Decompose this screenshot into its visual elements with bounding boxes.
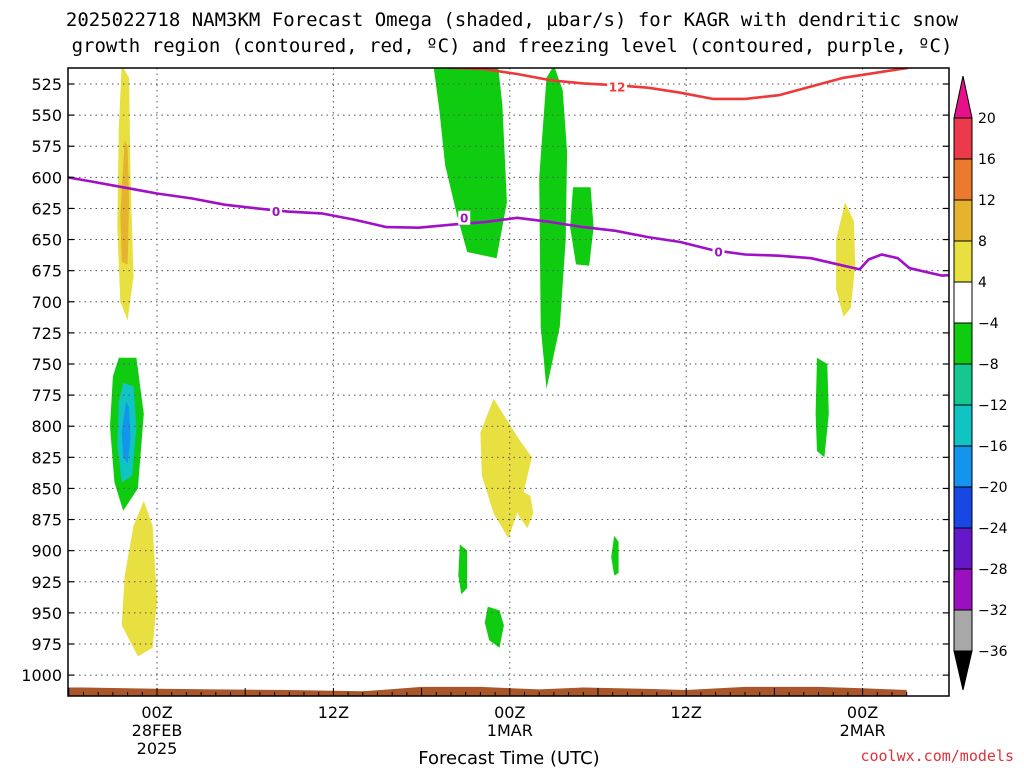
y-tick-label-850: 850 [31,479,62,498]
x-tick-label-0-1: 28FEB [132,721,183,740]
x-tick-label-0-2: 2025 [137,739,178,758]
colorbar-bin-11 [953,568,973,611]
colorbar-top-arrow [953,75,973,119]
y-tick-label-1000: 1000 [21,666,62,685]
y-tick-label-975: 975 [31,635,62,654]
y-tick-label-725: 725 [31,324,62,343]
x-tick-label-12-0: 12Z [318,703,349,722]
colorbar-label-3: 8 [978,234,987,250]
omega-region-green-4 [815,357,829,458]
grid-lines [68,68,949,696]
colorbar-label-0: 20 [978,111,996,127]
dendritic-isotherm-line-label-bg-0 [607,80,628,95]
credit-text: coolwx.com/models [860,747,1014,765]
omega-region-green-5 [7,420,26,617]
x-tick-label-48-1: 2MAR [840,721,886,740]
y-tick-label-675: 675 [31,262,62,281]
colorbar-label-1: 16 [978,152,996,168]
y-tick-label-550: 550 [31,106,62,125]
contour-labels: 0 0 0 12 [270,80,725,259]
y-tick-label-825: 825 [31,448,62,467]
omega-region-orange-core [120,140,130,265]
freezing-level-line-label-bg-0 [270,204,283,219]
y-tick-label-525: 525 [31,75,62,94]
colorbar-label-10: −24 [978,521,1008,537]
freezing-level-line-label-2: 0 [714,245,722,259]
colorbar-bin-9 [953,486,973,529]
colorbar-bin-8 [953,445,973,488]
colorbar-label-7: −12 [978,398,1008,414]
colorbar-bin-4 [953,281,973,324]
x-tick-label-48-0: 00Z [847,703,878,722]
freezing-level-line-label-0: 0 [272,205,280,219]
plot-frame [67,67,950,697]
omega-region-yellow-6 [121,500,157,657]
y-tick-label-750: 750 [31,355,62,374]
colorbar-bin-12 [953,609,973,652]
omega-region-green-1 [433,68,507,259]
colorbar-label-11: −28 [978,562,1008,578]
freezing-level-line-label-bg-1 [458,210,471,225]
omega-region-yellow-5 [31,464,40,551]
omega-region-green-2 [539,68,568,389]
omega-region-yellow-3 [515,488,534,529]
colorbar-bin-3 [953,240,973,283]
colorbar-label-5: −4 [978,316,999,332]
x-tick-label-24-1: 1MAR [487,721,533,740]
y-tick-label-900: 900 [31,542,62,561]
x-tick-label-0-0: 00Z [141,703,172,722]
colorbar-label-6: −8 [978,357,999,373]
colorbar-label-13: −36 [978,644,1008,660]
colorbar-bin-0 [953,117,973,160]
omega-region-green-8 [611,535,619,576]
y-tick-label-575: 575 [31,137,62,156]
plot-area [68,68,949,696]
colorbar-bin-1 [953,158,973,201]
x-tick-label-24-0: 00Z [494,703,525,722]
y-tick-label-700: 700 [31,293,62,312]
omega-region-blue-core [121,401,131,464]
y-tick-label-950: 950 [31,604,62,623]
dendritic-isotherm-line-label-0: 12 [609,81,626,95]
colorbar-label-9: −20 [978,480,1008,496]
colorbar-label-8: −16 [978,439,1008,455]
y-tick-label-600: 600 [31,168,62,187]
colorbar: 20 16 12 8 4 −4 −8 −12 −16 −20 −24 −28 −32 −36 [953,75,1008,691]
x-axis-title: Forecast Time (UTC) [418,748,599,768]
chart-title-line-2: growth region (contoured, red, ºC) and f… [72,35,953,57]
freezing-level-line-label-1: 0 [460,211,468,225]
colorbar-bin-10 [953,527,973,570]
freezing-level-line-label-bg-2 [712,244,725,259]
colorbar-bin-6 [953,363,973,406]
colorbar-bin-7 [953,404,973,447]
y-tick-label-925: 925 [31,573,62,592]
colorbar-bottom-arrow [953,650,973,691]
omega-region-yellow-4 [836,202,856,317]
y-tick-label-875: 875 [31,511,62,530]
colorbar-bin-2 [953,199,973,242]
colorbar-label-2: 12 [978,193,996,209]
y-tick-label-775: 775 [31,386,62,405]
y-tick-label-625: 625 [31,199,62,218]
colorbar-label-12: −32 [978,603,1008,619]
y-tick-label-800: 800 [31,417,62,436]
x-tick-label-36-0: 12Z [671,703,702,722]
y-tick-label-650: 650 [31,231,62,250]
chart-title-line-1: 2025022718 NAM3KM Forecast Omega (shaded… [66,9,959,31]
colorbar-bin-5 [953,322,973,365]
colorbar-label-4: 4 [978,275,987,291]
freezing-level-line [68,176,949,277]
omega-region-green-6 [484,606,504,648]
terrain-fill [68,686,907,696]
y-axis: 525 550 575 600 625 650 675 700 725 750 775 800 825 8… [21,75,949,685]
